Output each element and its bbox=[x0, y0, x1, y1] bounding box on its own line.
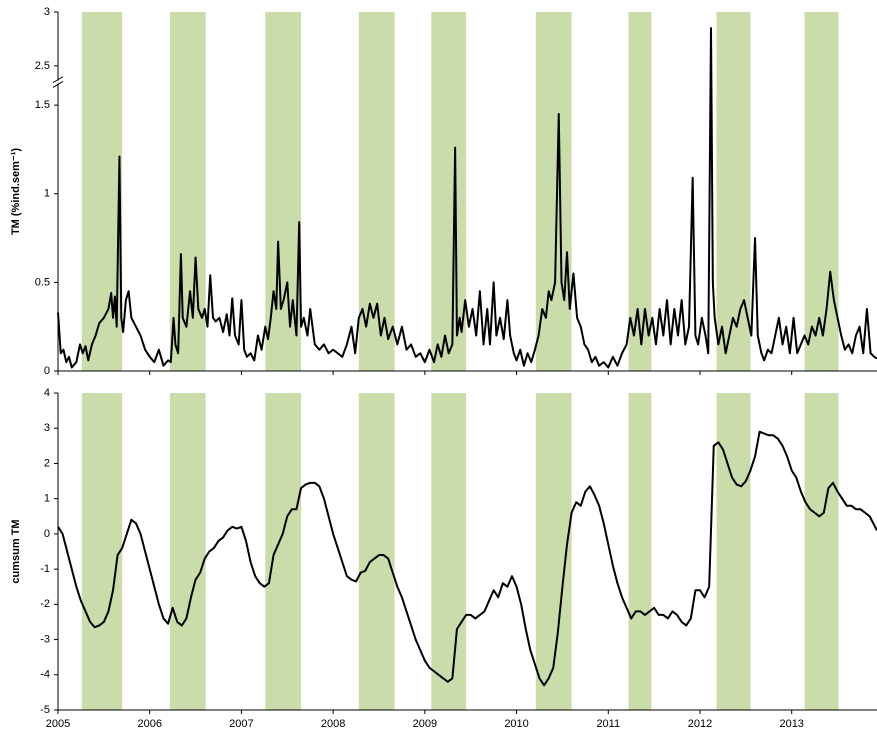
x-tick-label: 2011 bbox=[596, 718, 620, 730]
x-tick-label: 2008 bbox=[321, 718, 345, 730]
shaded-period bbox=[716, 393, 751, 710]
y-tick-label: 1.5 bbox=[35, 99, 50, 111]
y-tick-label: 0.5 bbox=[35, 276, 50, 288]
y-tick-label: -4 bbox=[40, 669, 50, 681]
y-axis-label: TM (%ind.sem⁻¹) bbox=[10, 148, 22, 235]
shaded-period bbox=[358, 393, 395, 710]
x-tick-label: 2013 bbox=[779, 718, 803, 730]
shaded-period bbox=[716, 12, 751, 371]
x-tick-label: 2009 bbox=[413, 718, 437, 730]
y-tick-label: 2 bbox=[44, 457, 50, 469]
y-tick-label: 0 bbox=[44, 528, 50, 540]
y-tick-label: 1 bbox=[44, 493, 50, 505]
y-tick-label: -2 bbox=[40, 598, 50, 610]
y-tick-label: -5 bbox=[40, 704, 50, 716]
shaded-period bbox=[431, 12, 467, 371]
y-tick-label: 3 bbox=[44, 422, 50, 434]
y-tick-label: 2.5 bbox=[35, 60, 50, 72]
shaded-period bbox=[804, 12, 839, 371]
y-tick-label: -3 bbox=[40, 633, 50, 645]
y-tick-label: 0 bbox=[44, 365, 50, 377]
data-line bbox=[57, 27, 877, 369]
x-tick-label: 2007 bbox=[229, 718, 253, 730]
shaded-period bbox=[628, 393, 652, 710]
x-tick-label: 2006 bbox=[137, 718, 161, 730]
axis-break bbox=[52, 76, 64, 88]
data-line bbox=[57, 430, 877, 687]
shaded-period bbox=[804, 393, 839, 710]
x-tick-label: 2012 bbox=[688, 718, 712, 730]
y-tick-label: -1 bbox=[40, 563, 50, 575]
y-tick-label: 3 bbox=[44, 6, 50, 18]
shaded-period bbox=[81, 393, 123, 710]
shaded-period bbox=[265, 393, 302, 710]
x-tick-label: 2010 bbox=[504, 718, 528, 730]
y-tick-label: 1 bbox=[44, 188, 50, 200]
shaded-period bbox=[169, 393, 206, 710]
x-tick-label: 2005 bbox=[46, 718, 70, 730]
shaded-period bbox=[628, 12, 652, 371]
shaded-period bbox=[431, 393, 467, 710]
y-axis-label: cumsum TM bbox=[10, 519, 22, 583]
shaded-period bbox=[358, 12, 395, 371]
y-tick-label: 4 bbox=[44, 387, 50, 399]
